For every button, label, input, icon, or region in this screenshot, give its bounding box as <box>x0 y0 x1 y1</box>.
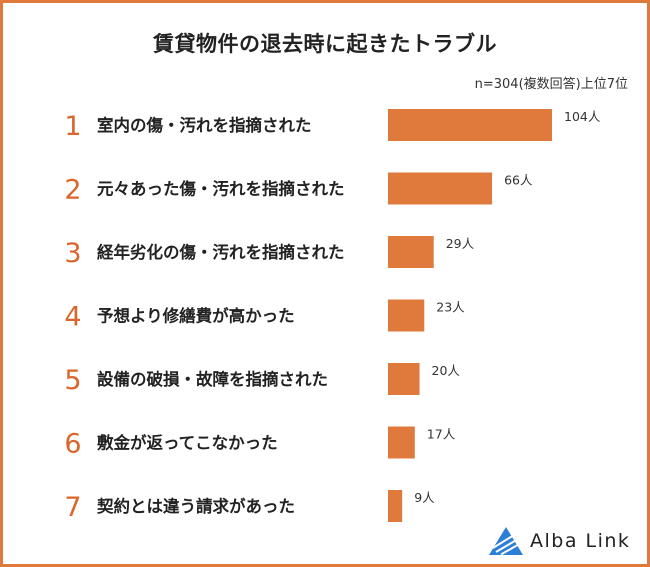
rank-number: 2 <box>64 175 81 206</box>
bar <box>388 109 552 141</box>
bar <box>388 172 493 205</box>
brand-logo: Alba Link <box>488 526 630 556</box>
sample-note: n=304(複数回答)上位7位 <box>474 77 628 92</box>
rank-number: 1 <box>64 111 81 142</box>
value-label: 29人 <box>446 236 475 251</box>
category-label: 元々あった傷・汚れを指摘された <box>97 179 345 199</box>
category-label: 経年劣化の傷・汚れを指摘された <box>97 242 345 262</box>
value-label: 17人 <box>427 427 456 442</box>
value-label: 104人 <box>564 109 601 124</box>
category-label: 室内の傷・汚れを指摘された <box>97 115 312 135</box>
bar <box>388 426 415 459</box>
rank-number: 5 <box>64 365 81 396</box>
bar <box>388 490 403 522</box>
category-label: 契約とは違う請求があった <box>97 496 295 516</box>
value-label: 9人 <box>414 490 435 505</box>
value-label: 66人 <box>504 173 533 188</box>
category-label: 敷金が返ってこなかった <box>97 433 278 453</box>
chart-title: 賃貸物件の退去時に起きたトラブル <box>153 32 497 56</box>
category-label: 設備の破損・故障を指摘された <box>97 369 328 389</box>
bar <box>388 299 425 332</box>
rank-number: 4 <box>64 302 81 333</box>
value-label: 23人 <box>436 300 465 315</box>
brand-name: Alba Link <box>530 530 631 552</box>
category-label: 予想より修繕費が高かった <box>97 306 295 326</box>
rank-number: 7 <box>64 492 81 523</box>
bar <box>388 363 420 395</box>
rank-number: 6 <box>64 429 81 460</box>
bar <box>388 236 434 268</box>
value-label: 20人 <box>432 363 461 378</box>
alba-link-logo-icon <box>489 527 523 556</box>
rank-number: 3 <box>64 238 81 269</box>
